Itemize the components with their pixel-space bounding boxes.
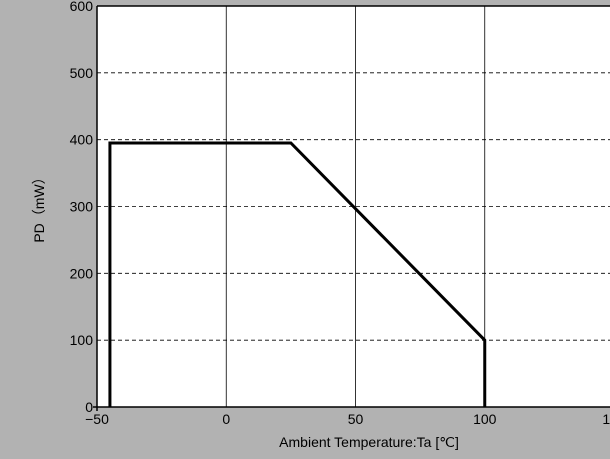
y-tick-label: 300 <box>70 199 94 215</box>
x-tick-label: 100 <box>473 411 497 427</box>
y-axis-label: PD（mW） <box>31 170 47 242</box>
x-tick-labels: −50 0 50 100 150 <box>85 411 610 427</box>
y-tick-label: 600 <box>70 0 94 14</box>
y-tick-label: 500 <box>70 65 94 81</box>
x-tick-label: 150 <box>602 411 610 427</box>
y-tick-label: 400 <box>70 132 94 148</box>
x-tick-label: −50 <box>85 411 109 427</box>
x-tick-label: 0 <box>222 411 230 427</box>
y-tick-label: 0 <box>85 399 93 415</box>
axes <box>93 5 610 411</box>
y-tick-label: 200 <box>70 265 94 281</box>
y-tick-labels: 0 100 200 300 400 500 600 <box>70 0 94 415</box>
x-axis-label: Ambient Temperature:Ta [℃] <box>279 434 459 450</box>
y-tick-label: 100 <box>70 332 94 348</box>
x-tick-label: 50 <box>348 411 364 427</box>
